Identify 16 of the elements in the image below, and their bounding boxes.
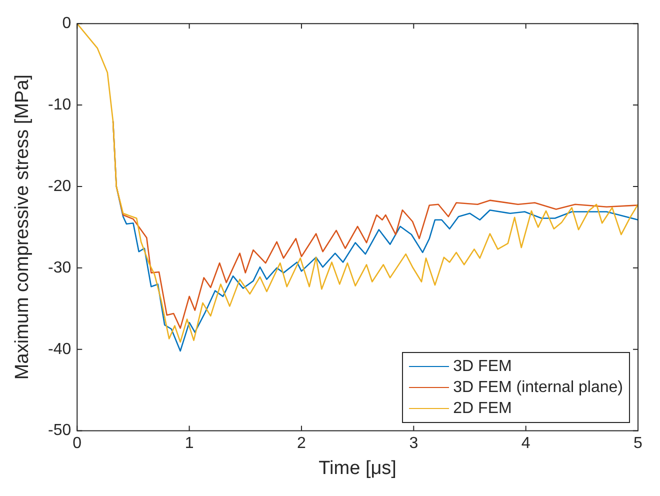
x-tick-label: 3 [409, 434, 418, 452]
y-tick-label: -30 [48, 259, 72, 276]
legend-label: 3D FEM [453, 356, 512, 377]
x-tick-label: 5 [634, 434, 643, 452]
x-tick-label: 2 [297, 434, 306, 452]
y-tick-label: 0 [62, 15, 72, 32]
y-tick-label: -40 [48, 340, 72, 358]
legend-label: 3D FEM (internal plane) [453, 378, 623, 398]
x-axis-title: Time [μs] [318, 458, 396, 480]
legend-label: 2D FEM [453, 398, 512, 419]
x-tick-label: 4 [521, 434, 530, 452]
y-tick-label: -10 [48, 96, 72, 114]
y-axis-title: Maximum compressive stress [MPa] [12, 74, 34, 380]
y-tick-label: -20 [48, 178, 72, 195]
y-tick-label: -50 [48, 422, 72, 440]
x-tick-label: 1 [184, 434, 194, 452]
